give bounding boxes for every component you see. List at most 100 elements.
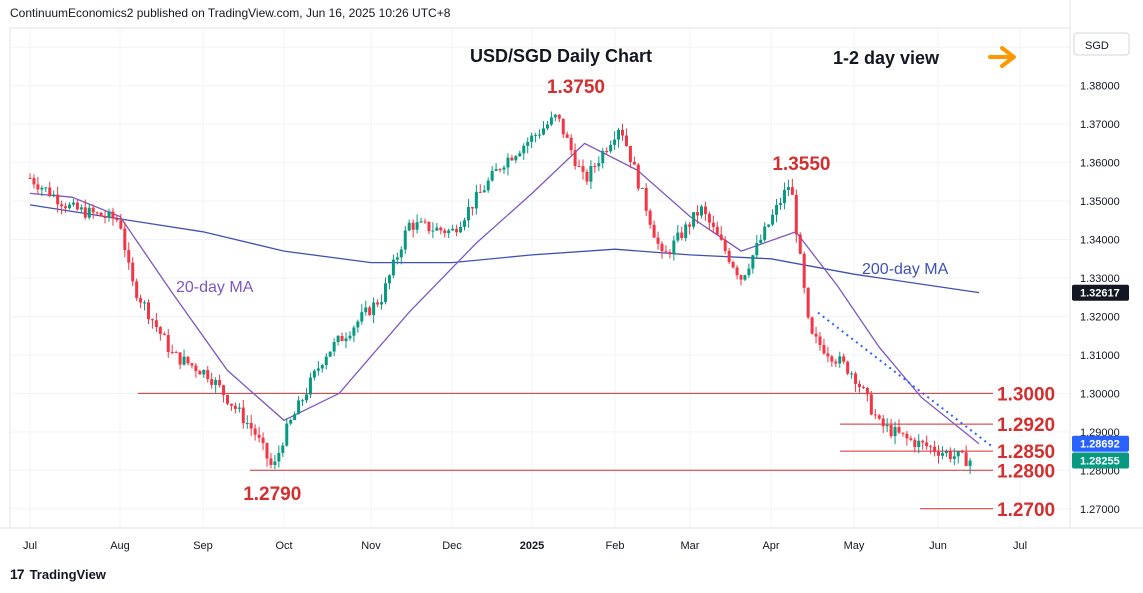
candle-body [913, 439, 917, 448]
candle-body [925, 442, 929, 447]
candle-body [968, 460, 972, 466]
candle-body [249, 423, 253, 429]
candle-body [865, 387, 869, 395]
candle-body [399, 249, 403, 258]
x-tick-label: Feb [606, 540, 625, 552]
candle-body [119, 220, 123, 229]
candle-body [636, 164, 640, 189]
y-tick-label: 1.35000 [1080, 196, 1120, 208]
candle-body [858, 383, 861, 387]
candle-body [802, 253, 806, 288]
candle-body [782, 190, 786, 204]
currency-badge [1073, 32, 1130, 56]
candle-body [328, 351, 332, 357]
candle-body [233, 405, 237, 409]
candle-body [415, 222, 419, 230]
candle-body [703, 206, 707, 214]
candle-body [688, 224, 692, 227]
ma200-annotation: 200-day MA [862, 261, 949, 278]
view-label: 1-2 day view [833, 48, 940, 68]
candle-body [873, 414, 877, 416]
x-tick-label: Jul [23, 540, 37, 552]
candle-body [79, 207, 83, 210]
candle-body [48, 187, 52, 197]
footer-brand-label: TradingView [29, 566, 106, 582]
candle-body [822, 344, 826, 354]
candle-body [439, 227, 443, 231]
candle-body [775, 205, 779, 215]
x-tick-label: Dec [442, 540, 462, 552]
currency-badge-label: SGD [1085, 40, 1109, 52]
x-tick-label: Jun [929, 540, 947, 552]
candle-body [763, 226, 767, 240]
candle-body [530, 135, 534, 142]
candle-body [751, 255, 755, 269]
candle-body [229, 403, 233, 406]
y-tick-label: 1.32000 [1080, 311, 1120, 323]
candle-body [917, 440, 921, 448]
candle-body [838, 356, 842, 364]
candle-body [534, 135, 538, 137]
candle-body [944, 451, 948, 454]
candle-body [921, 440, 925, 443]
candle-body [814, 333, 818, 337]
candle-body [391, 259, 395, 276]
ma20-line [29, 142, 980, 445]
candle-body [482, 190, 486, 193]
candle-body [107, 211, 111, 218]
level-label: 1.2850 [997, 442, 1055, 463]
candle-body [463, 220, 466, 227]
candle-body [798, 234, 802, 254]
candle-body [573, 150, 577, 166]
candle-body [403, 230, 407, 250]
candle-body [312, 370, 316, 378]
candle-body [273, 461, 277, 465]
candle-body [245, 423, 249, 425]
candle-body [324, 356, 328, 366]
y-tick-label: 1.30000 [1080, 388, 1120, 400]
candle-body [127, 250, 131, 263]
candle-body [648, 210, 652, 225]
candle-body [933, 446, 937, 452]
footer-brand[interactable]: 17 TradingView [10, 566, 106, 582]
candle-body [75, 202, 79, 210]
candle-body [929, 446, 933, 448]
candle-body [842, 356, 846, 362]
candle-body [826, 353, 830, 357]
candle-body [332, 342, 336, 352]
falling-trend-line [817, 311, 994, 449]
candle-body [253, 428, 257, 435]
candle-body [182, 356, 186, 365]
candle-body [44, 187, 48, 189]
candle-body [593, 166, 597, 168]
candle-body [861, 386, 865, 388]
candle-body [226, 395, 229, 404]
candle-body [360, 312, 364, 322]
candle-body [565, 134, 569, 138]
candle-body [609, 144, 613, 152]
candle-body [455, 228, 459, 233]
candle-body [830, 356, 834, 362]
candle-body [779, 203, 782, 206]
x-tick-label: Nov [361, 540, 381, 552]
candle-body [32, 178, 36, 185]
candle-body [660, 243, 664, 252]
candle-body [83, 207, 87, 218]
candle-body [960, 451, 964, 453]
candle-body [601, 151, 605, 164]
candle-body [684, 224, 688, 239]
candle-body [545, 124, 549, 129]
trend-line [817, 311, 994, 449]
candle-body [644, 187, 648, 211]
candle-body [158, 327, 162, 334]
candle-body [498, 169, 502, 171]
candle-body [143, 302, 147, 304]
candle-body [937, 451, 940, 456]
candle-body [316, 368, 320, 371]
candle-body [909, 438, 913, 440]
candle-body [767, 224, 771, 227]
support-resistance-levels [138, 392, 993, 510]
candle-body [494, 169, 498, 171]
